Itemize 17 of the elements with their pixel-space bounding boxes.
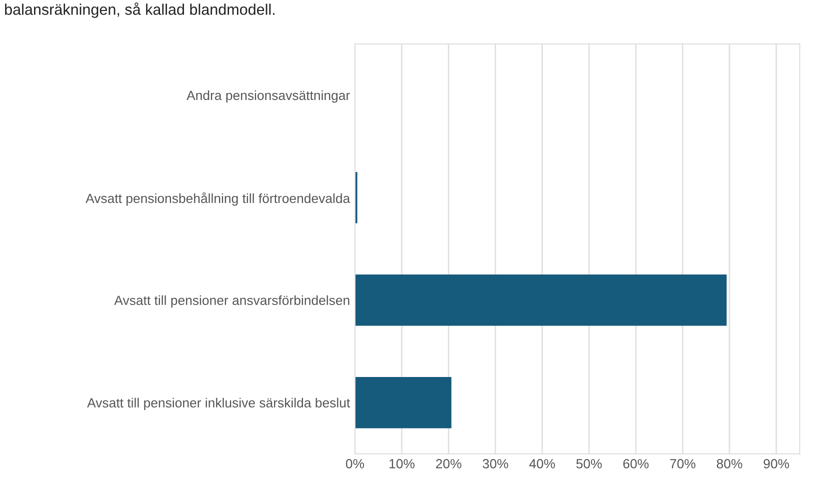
x-tick-label: 90% [764, 459, 790, 468]
y-tick-label: Avsatt till pensioner inklusive särskilda beslut [87, 398, 350, 410]
x-tick-label: 60% [623, 459, 649, 468]
x-tick-label: 70% [670, 459, 696, 468]
x-tick-label: 80% [716, 459, 742, 468]
y-tick-label: Andra pensionsavsättningar [186, 90, 350, 103]
x-tick-label: 30% [482, 459, 508, 468]
x-tick-label: 20% [436, 459, 462, 468]
x-tick-label: 40% [529, 459, 555, 468]
x-tick-label: 10% [390, 459, 415, 468]
y-tick-label: Avsatt till pensioner ansvarsförbindelsen [114, 295, 350, 308]
text: balansräkningen, så kallad blandmodell. [5, 2, 274, 18]
bar [354, 274, 727, 326]
x-tick-label: 50% [576, 459, 602, 468]
x-tick-label: 0% [346, 459, 364, 468]
y-tick-label: Avsatt pensionsbehållning till förtroendevalda [86, 192, 350, 206]
bar [354, 376, 452, 428]
